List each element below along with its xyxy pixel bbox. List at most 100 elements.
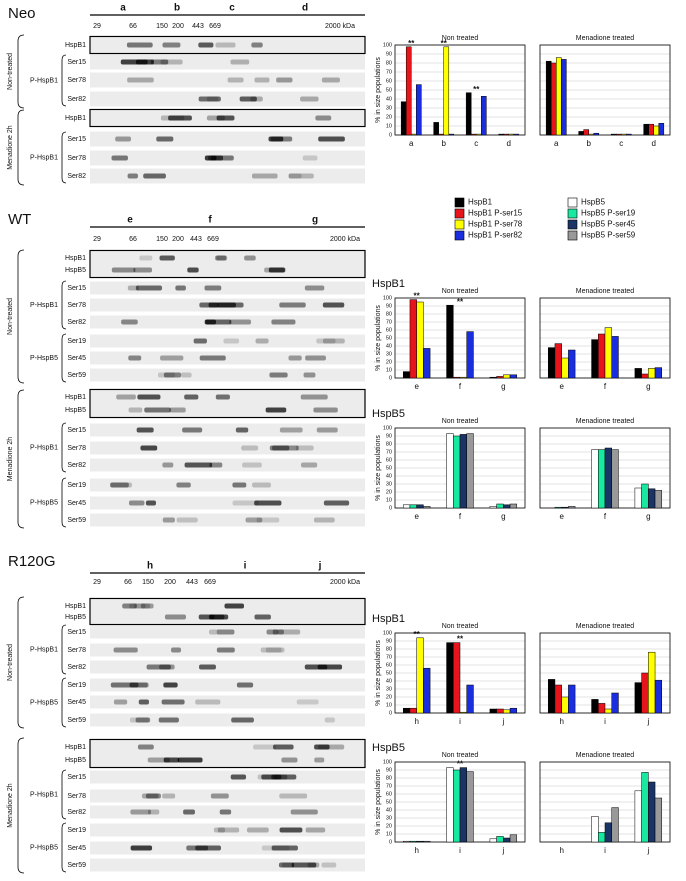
blot-strip [90,251,365,265]
significance-mark: ** [457,760,464,769]
chart-title: Menadione treated [576,418,634,425]
blot-strip [90,263,365,277]
blot-band [128,500,145,506]
group-brace [61,333,67,383]
blot-strip [90,131,365,147]
blot-strip [90,351,365,365]
blot-band [213,827,226,833]
bar [561,59,567,136]
blot-band [141,793,159,799]
chart-title: Menadione treated [576,752,634,759]
blot-band [254,614,271,620]
blot-band [281,757,298,763]
blot-box [89,108,366,128]
row-label: Ser45 [67,500,86,507]
legend-label: HspB5 [581,198,606,207]
bar [547,679,556,714]
marker-label: 66 [129,236,137,243]
blot-band [209,462,223,468]
bar [561,696,569,714]
y-tick-label: 30 [386,105,392,111]
blot-band [111,155,128,161]
blot-band [271,774,297,780]
blot-band [217,827,240,833]
blot-band [254,77,270,83]
bar [503,709,511,714]
group-label: P-HspB5 [30,355,58,362]
row-label: Ser78 [67,647,86,654]
bar [496,503,504,509]
group-label: P-HspB5 [30,844,58,851]
panel-title: Neo [8,5,36,22]
legend-swatch [567,230,578,241]
blot-band [314,744,330,750]
y-tick-label: 70 [386,783,392,789]
x-tick-label: b [442,139,447,148]
blot-band [250,96,263,102]
blot-band [146,664,171,670]
bar [604,708,612,714]
row-label: Ser15 [67,629,86,636]
row-label: Ser82 [67,462,86,469]
blot-band [273,744,294,750]
y-tick-label: 100 [383,42,392,48]
condition-brace [17,109,25,186]
bar [648,488,656,509]
bar [509,503,518,509]
group-label: P-HspB1 [30,791,58,798]
blot-band [318,744,345,750]
blot-band [205,319,232,325]
blot-band [198,42,214,48]
blot-band [244,255,256,261]
blot-band [171,647,182,653]
row-label: Ser59 [67,372,86,379]
chart-title: Menadione treated [576,35,634,42]
bar [654,367,663,379]
bar [615,133,622,136]
marker-label: 200 [172,236,184,243]
chart-heading: HspB5 [372,408,405,420]
x-tick-label: j [501,717,504,726]
group-label: P-HspB5 [30,499,58,506]
y-tick-label: 30 [386,815,392,821]
y-tick-label: 50 [386,799,392,805]
bar [658,123,665,136]
blot-box [89,388,366,419]
fraction-label: a [120,3,126,14]
blot-band [288,355,302,361]
row-label: Ser45 [67,355,86,362]
blot-band [315,115,332,121]
blot-band [281,862,295,868]
bar [588,133,595,136]
y-tick-label: 60 [386,662,392,668]
bar [621,133,627,136]
blot-band [216,629,235,635]
bar [648,781,656,843]
bar [653,125,660,136]
blot-band [227,77,244,83]
blot-band [300,462,318,468]
marker-label: 29 [93,23,101,30]
bar [503,133,509,136]
y-tick-label: 100 [383,295,392,301]
blot-band [246,827,269,833]
blot-band [183,809,195,815]
bar [496,708,504,714]
blot-band [122,603,137,609]
bar [466,771,474,843]
row-label: Ser15 [67,59,86,66]
blot-strip [90,334,365,348]
fraction-label: j [318,561,322,572]
blot-band [324,717,335,723]
blot-band [159,664,175,670]
blot-band [210,793,229,799]
x-tick-label: e [559,512,564,521]
blot-band [145,793,161,799]
bar [489,708,497,714]
blot-band [257,774,279,780]
blot-band [140,445,158,451]
fraction-label: d [302,3,308,14]
blot-band [251,42,263,48]
x-tick-label: g [646,512,650,521]
legend-label: HspB1 P-ser82 [468,231,523,240]
